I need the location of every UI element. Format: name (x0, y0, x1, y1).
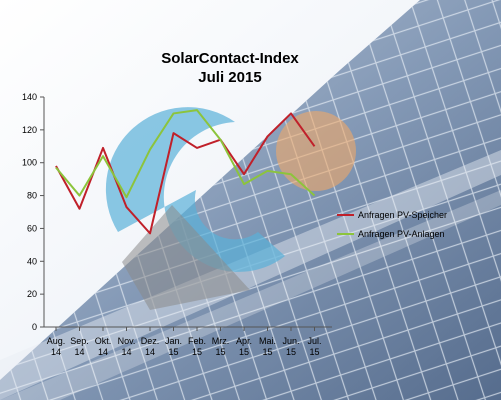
x-tick-label-month: Jul. (307, 336, 321, 346)
x-tick-label-month: Nov. (118, 336, 136, 346)
series-line-pv-speicher (55, 112, 316, 235)
legend: Anfragen PV-Speicher Anfragen PV-Anlagen (337, 210, 447, 239)
y-tick-label: 120 (22, 125, 37, 135)
y-tick-label: 140 (22, 92, 37, 102)
x-tick-label-month: Okt. (95, 336, 112, 346)
series-lines (55, 109, 316, 235)
y-tick-label: 60 (27, 223, 37, 233)
x-tick-label-year: 15 (286, 347, 296, 357)
x-tick-label-month: Apr. (236, 336, 252, 346)
y-tick-label: 20 (27, 289, 37, 299)
x-tick-label-year: 14 (98, 347, 108, 357)
y-tick-label: 40 (27, 256, 37, 266)
chart-subtitle: Juli 2015 (198, 69, 261, 86)
x-tick-label-month: Feb. (188, 336, 206, 346)
x-tick-label-year: 15 (262, 347, 272, 357)
x-tick-label-month: Dez. (141, 336, 160, 346)
legend-label: Anfragen PV-Speicher (358, 210, 447, 220)
y-axis-ticks: 0 20 40 60 80 100 120 140 (22, 92, 44, 332)
x-tick-label-year: 14 (74, 347, 84, 357)
y-tick-label: 100 (22, 158, 37, 168)
x-tick-label-month: Sep. (70, 336, 89, 346)
x-tick-label-year: 14 (145, 347, 155, 357)
x-tick-label-year: 15 (215, 347, 225, 357)
x-tick-label-year: 15 (192, 347, 202, 357)
x-tick-label-month: Aug. (47, 336, 66, 346)
x-tick-label-year: 15 (239, 347, 249, 357)
y-tick-label: 0 (32, 322, 37, 332)
x-tick-label-year: 15 (309, 347, 319, 357)
legend-label: Anfragen PV-Anlagen (358, 229, 445, 239)
x-tick-label-month: Mai. (259, 336, 276, 346)
x-tick-label-year: 15 (168, 347, 178, 357)
x-tick-label-year: 14 (121, 347, 131, 357)
x-tick-label-month: Jan. (165, 336, 182, 346)
x-tick-label-month: Mrz. (212, 336, 230, 346)
x-tick-label-year: 14 (51, 347, 61, 357)
chart-title: SolarContact-Index (161, 50, 299, 67)
y-tick-label: 80 (27, 191, 37, 201)
x-tick-label-month: Jun. (282, 336, 299, 346)
x-axis-ticks: Aug.14Sep.14Okt.14Nov.14Dez.14Jan.15Feb.… (47, 327, 322, 357)
series-line-pv-anlagen (55, 109, 316, 199)
